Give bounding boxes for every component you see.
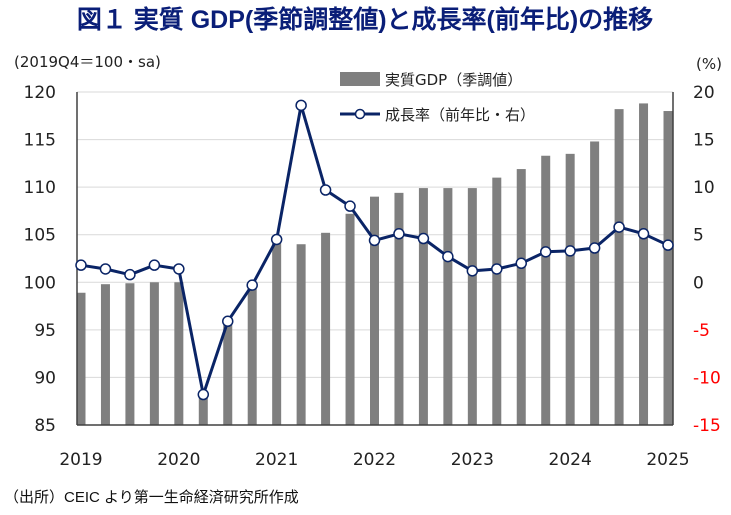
growth-point [637,228,650,240]
growth-point [197,388,210,401]
growth-point [246,279,258,291]
gdp-bar [443,188,453,425]
legend: 実質GDP（季調値） 成長率（前年比・右） [330,71,570,133]
gdp-bar [77,292,86,425]
x-tick-label: 2023 [451,450,494,470]
right-axis-ticks: -15 -10 -5 0 5 10 15 20 [693,83,721,436]
right-tick-label: -15 [693,416,721,436]
growth-point [417,232,430,245]
growth-point [222,315,234,328]
gdp-bar [100,284,110,425]
left-tick-label: 105 [24,226,56,246]
legend-label-gdp: 実質GDP（季調値） [385,71,522,89]
growth-point [466,265,479,277]
axes [76,92,674,426]
growth-point [319,184,332,196]
gdp-bar [370,196,379,425]
gdp-bar [198,392,208,425]
right-tick-label: 15 [693,131,715,151]
right-tick-label: 5 [693,226,704,246]
growth-point [124,268,136,281]
legend-line-marker [354,108,366,120]
growth-point [442,250,454,263]
growth-point [368,234,381,247]
gdp-bar [663,111,673,426]
growth-point [75,259,87,271]
gdp-bars [77,103,673,426]
gdp-bar [418,188,428,425]
growth-point [99,263,112,275]
growth-point [148,259,161,271]
x-tick-label: 2021 [255,450,298,470]
gdp-bar [247,285,257,425]
legend-bar-swatch [340,72,380,86]
left-tick-label: 115 [24,131,56,151]
gdp-bar [296,244,306,425]
growth-point [515,257,527,270]
left-tick-label: 90 [34,368,56,388]
growth-point [662,239,674,251]
gdp-bar [394,192,404,425]
gdp-bar [125,283,135,425]
x-tick-label: 2025 [646,450,689,470]
growth-point [344,200,356,212]
growth-point [588,242,601,254]
growth-point [173,263,185,275]
gdp-bar [639,103,649,425]
growth-point [270,233,283,246]
growth-point [295,99,307,112]
gdp-bar [492,177,502,425]
growth-line [75,99,674,401]
source-note: （出所）CEIC より第一生命経済研究所作成 [4,488,299,506]
chart-title: 図１ 実質 GDP(季節調整値)と成長率(前年比)の推移 [77,5,653,34]
left-tick-label: 85 [34,416,56,436]
growth-point [613,221,625,233]
right-tick-label: -5 [693,321,710,341]
left-axis-unit: (2019Q4＝100・sa) [14,53,161,71]
right-tick-label: -10 [693,368,721,388]
x-tick-label: 2019 [59,450,102,470]
gdp-bar [614,109,624,425]
gdp-bar [321,232,331,425]
growth-point [539,246,552,258]
gdp-bar [541,155,551,425]
x-tick-label: 2022 [353,450,396,470]
gdp-bar [174,282,184,425]
right-tick-label: 20 [693,83,715,103]
gdp-bar [345,213,355,425]
x-tick-label: 2024 [549,450,592,470]
left-tick-label: 120 [24,83,56,103]
right-tick-label: 10 [693,178,715,198]
gdp-bar [467,188,477,425]
legend-label-growth: 成長率（前年比・右） [385,106,535,124]
left-axis-ticks: 85 90 95 100 105 110 115 120 [24,83,56,436]
gdp-bar [590,141,600,425]
x-tick-label: 2020 [157,450,200,470]
growth-point [393,228,405,240]
right-tick-label: 0 [693,273,704,293]
growth-point [564,245,576,257]
left-tick-label: 100 [24,273,56,293]
x-axis-ticks: 2019 2020 2021 2022 2023 2024 2025 [59,450,689,470]
left-tick-label: 95 [34,321,56,341]
gdp-bar [272,241,282,425]
gdp-bar [516,169,526,425]
growth-point [491,263,503,275]
gdp-bar [565,153,575,426]
gdp-bar [149,282,159,425]
right-axis-unit: (%) [696,55,722,73]
left-tick-label: 110 [24,178,56,198]
gdp-bar [223,321,233,425]
